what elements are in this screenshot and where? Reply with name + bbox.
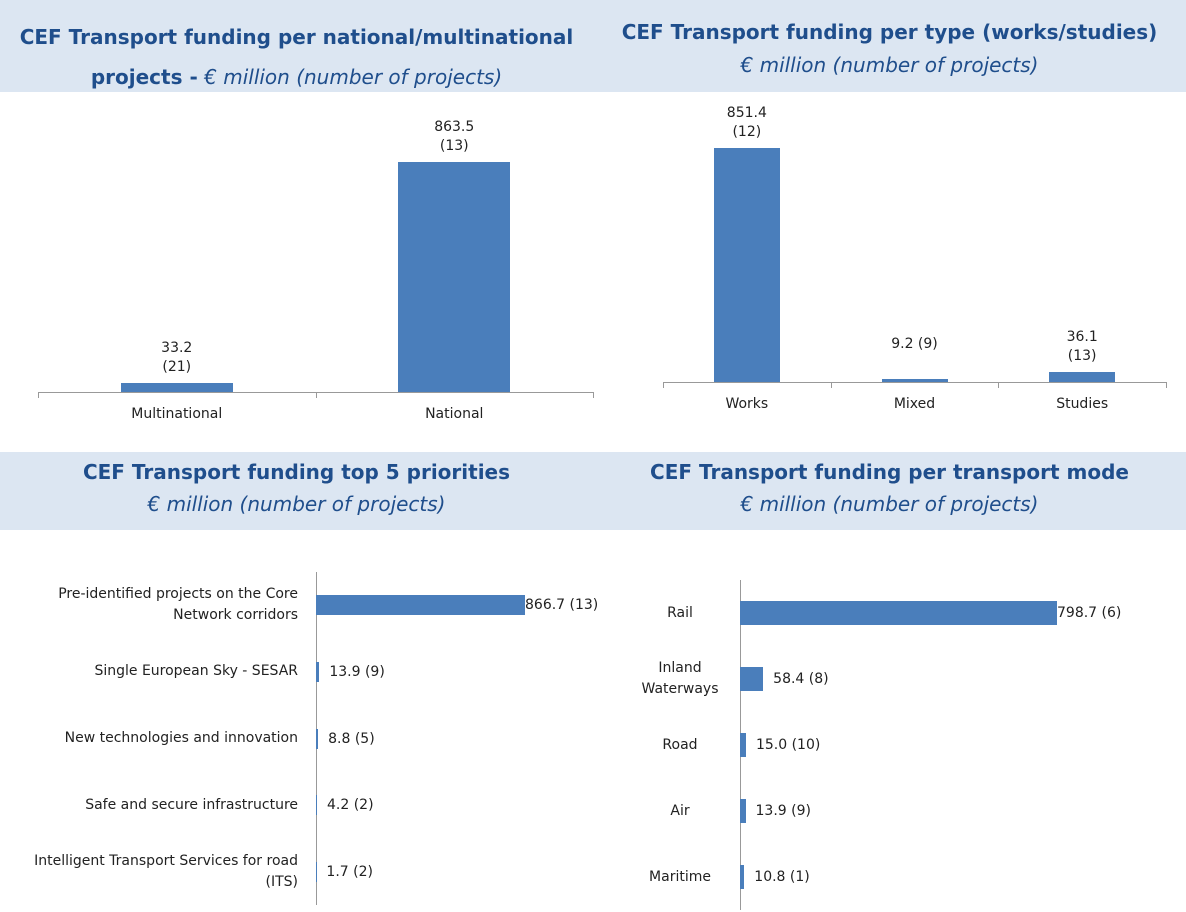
category-separator xyxy=(593,392,594,398)
chart-subtitle: € million (number of projects) xyxy=(147,492,446,516)
data-label: 8.8 (5) xyxy=(328,730,375,747)
data-label: 13.9 (9) xyxy=(755,803,811,819)
bar xyxy=(740,733,746,757)
y-tick-label: Maritime xyxy=(649,868,711,885)
data-label: 36.1 (13) xyxy=(1066,329,1098,365)
header-text: CEF Transport funding per national/multi… xyxy=(17,17,577,97)
data-label: 1.7 (2) xyxy=(326,863,373,880)
data-label: 866.7 (13) xyxy=(525,597,599,614)
y-tick-label: Air xyxy=(670,802,690,819)
category-separator xyxy=(663,382,664,388)
y-tick-label: Road xyxy=(662,736,698,753)
data-label: 9.2 (9) xyxy=(891,336,938,353)
data-label: 15.0 (10) xyxy=(755,737,821,753)
y-tick-label: Inland Waterways xyxy=(641,660,719,697)
category-separator xyxy=(38,392,39,398)
y-tick-label: Safe and secure infrastructure xyxy=(85,796,298,813)
bar xyxy=(398,162,511,392)
bar xyxy=(740,799,746,823)
bar xyxy=(740,865,745,889)
y-tick-label: Single European Sky - SESAR xyxy=(94,663,298,680)
data-label: 10.8 (1) xyxy=(754,869,810,885)
chart-panel: CEF Transport funding per national/multi… xyxy=(0,0,594,440)
y-tick-label: Intelligent Transport Services for road … xyxy=(34,852,298,890)
chart-header: CEF Transport funding per transport mode… xyxy=(593,452,1186,530)
data-label: 58.4 (8) xyxy=(773,671,829,687)
bar xyxy=(316,661,320,682)
x-tick-label: Works xyxy=(725,396,769,412)
data-label: 33.2 (21) xyxy=(161,340,193,376)
bar xyxy=(120,383,233,392)
bar xyxy=(316,728,319,749)
bar xyxy=(740,601,1057,625)
chart-subtitle: € million (number of projects) xyxy=(204,65,503,89)
chart-title: CEF Transport funding per type (works/st… xyxy=(621,20,1158,44)
bar xyxy=(713,148,780,382)
data-label: 798.7 (6) xyxy=(1057,605,1122,621)
category-separator xyxy=(998,382,1000,388)
y-tick-label: Rail xyxy=(667,604,693,621)
chart-subtitle: € million (number of projects) xyxy=(740,53,1039,77)
data-label: 13.9 (9) xyxy=(329,663,385,680)
y-tick-label: New technologies and innovation xyxy=(64,730,298,746)
chart-title: CEF Transport funding per national/multi… xyxy=(19,25,574,89)
category-separator xyxy=(315,392,317,398)
chart-header: CEF Transport funding per type (works/st… xyxy=(593,0,1186,92)
chart-panel: CEF Transport funding top 5 priorities € … xyxy=(0,440,598,912)
x-tick-label: Mixed xyxy=(893,396,936,412)
bar xyxy=(1049,372,1116,382)
data-label: 863.5 (13) xyxy=(434,119,475,154)
x-tick-label: Studies xyxy=(1056,396,1109,412)
chart-title: CEF Transport funding top 5 priorities xyxy=(82,460,511,484)
data-label: 851.4 (12) xyxy=(726,105,767,140)
bar xyxy=(316,795,317,816)
chart-header: CEF Transport funding top 5 priorities € … xyxy=(0,452,593,530)
bar xyxy=(316,595,525,616)
chart-title: CEF Transport funding per transport mode xyxy=(650,460,1129,484)
data-label: 4.2 (2) xyxy=(327,797,374,814)
x-axis-line xyxy=(663,382,1166,383)
bar xyxy=(881,379,948,382)
category-separator xyxy=(1166,382,1167,388)
x-tick-label: Multinational xyxy=(131,406,223,422)
y-tick-label: Pre-identified projects on the Core Netw… xyxy=(58,586,298,624)
chart-panel: CEF Transport funding per transport mode… xyxy=(593,440,1186,912)
x-tick-label: National xyxy=(425,406,484,422)
chart-panel: CEF Transport funding per type (works/st… xyxy=(593,0,1186,440)
chart-subtitle: € million (number of projects) xyxy=(740,492,1039,516)
chart-header: CEF Transport funding per national/multi… xyxy=(0,0,593,92)
bar xyxy=(740,667,764,691)
category-separator xyxy=(830,382,832,388)
